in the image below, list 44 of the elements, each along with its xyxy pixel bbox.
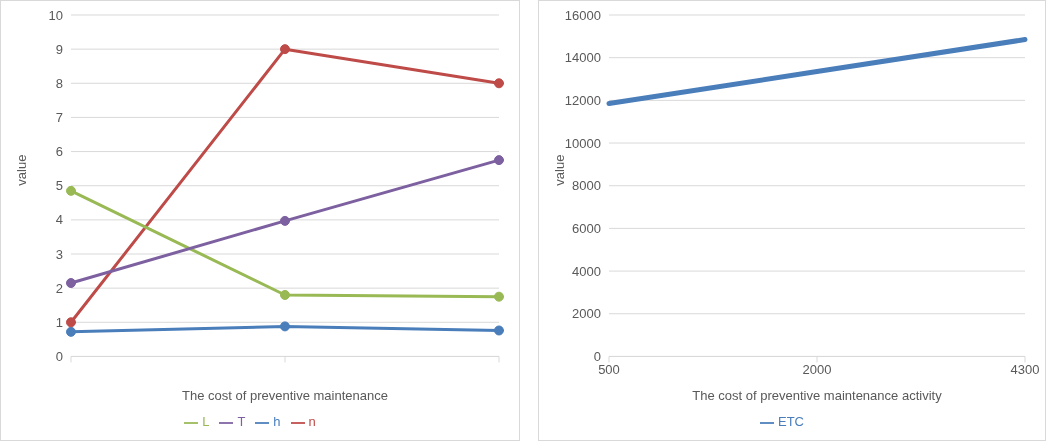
point [66,185,76,196]
y-tick-label: 4000 [572,263,601,279]
point [66,326,76,337]
legend-label: L [202,414,210,430]
legend-label: h [273,414,281,430]
y-tick-label: 2000 [572,306,601,322]
x-tick-label: 2000 [802,361,832,377]
point [66,278,76,289]
y-tick-label: 10000 [564,135,601,151]
y-tick-label: 7 [55,110,63,126]
y-tick-label: 8000 [572,178,601,194]
point [494,325,504,336]
y-axis-title: value [13,154,29,186]
point [494,78,504,89]
y-axis-title: value [551,154,567,186]
x-tick-label: 500 [598,361,620,377]
y-tick-label: 2 [55,280,63,296]
y-tick-label: 9 [55,41,63,57]
y-tick-label: 10 [48,7,63,23]
point [280,321,290,332]
point [66,317,76,328]
legend-label: n [308,414,316,430]
y-tick-label: 14000 [564,50,601,66]
y-tick-label: 12000 [564,92,601,108]
x-axis-title: The cost of preventive maintenance [182,388,388,404]
x-tick-label: 4300 [1010,361,1040,377]
point [494,291,504,302]
y-tick-label: 5 [55,178,63,194]
legend-label: ETC [778,414,804,430]
y-tick-label: 0 [593,349,601,365]
y-tick-label: 8 [55,75,63,91]
y-tick-label: 16000 [564,7,601,23]
y-tick-label: 3 [55,246,63,262]
point [494,155,504,166]
point [280,215,290,226]
x-axis-title: The cost of preventive maintenance activity [692,388,943,404]
legend-label: T [237,414,246,430]
point [280,289,290,300]
point [280,44,290,55]
y-tick-label: 0 [55,349,63,365]
y-tick-label: 4 [55,212,63,228]
y-tick-label: 6000 [572,221,601,237]
y-tick-label: 6 [55,144,63,160]
y-tick-label: 1 [55,314,63,330]
